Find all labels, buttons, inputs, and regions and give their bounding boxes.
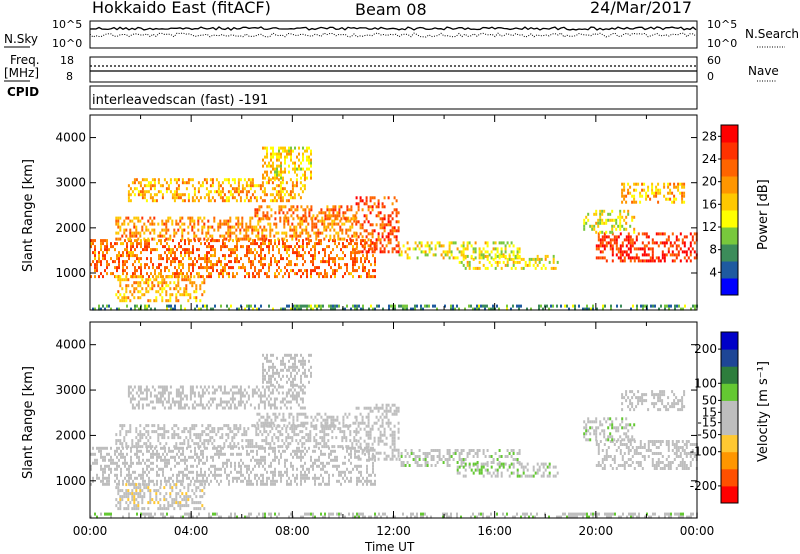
cpid-text: interleavedscan (fast) -191 bbox=[92, 93, 269, 108]
nave-tick-top: 60 bbox=[707, 54, 721, 67]
velocity-colorbar-tick-label: 100 bbox=[694, 376, 717, 390]
power-colorbar-tick-label: 4 bbox=[709, 265, 717, 279]
velocity-colorbar-tick-label: 15 bbox=[702, 405, 717, 419]
velocity-ytick-label: 4000 bbox=[55, 338, 86, 352]
power-colorbar-segment bbox=[721, 261, 738, 279]
cpid-label: CPID bbox=[7, 85, 40, 99]
nsearch-tick-bottom: 10^0 bbox=[707, 37, 738, 50]
nave-label: Nave bbox=[748, 64, 779, 78]
freq-tick-bottom: 8 bbox=[66, 70, 73, 83]
power-colorbar-tick-label: 16 bbox=[702, 197, 717, 211]
x-tick-label: 00:00 bbox=[680, 524, 715, 538]
power-ytick-label: 3000 bbox=[55, 176, 86, 190]
nsky-label: N.Sky bbox=[4, 32, 39, 46]
power-ytick-label: 2000 bbox=[55, 221, 86, 235]
velocity-colorbar-segment bbox=[721, 451, 738, 470]
beam-label: Beam 08 bbox=[355, 0, 427, 19]
velocity-colorbar-tick-label: -50 bbox=[697, 428, 717, 442]
power-colorbar-segment bbox=[721, 176, 738, 194]
velocity-colorbar-frame bbox=[720, 331, 739, 504]
velocity-ytick-label: 2000 bbox=[55, 428, 86, 442]
freq-label: Freq. bbox=[10, 53, 40, 67]
freq-unit: [MHz] bbox=[4, 66, 40, 80]
power-colorbar-frame bbox=[720, 124, 739, 296]
nsky-trace bbox=[89, 26, 697, 31]
nave-tick-bottom: 0 bbox=[707, 70, 714, 83]
velocity-colorbar-segment bbox=[721, 383, 738, 401]
velocity-colorbar-tick-label: 50 bbox=[702, 393, 717, 407]
velocity-colorbar-tick-label: 200 bbox=[694, 342, 717, 356]
power-colorbar-segment bbox=[721, 193, 738, 211]
velocity-ytick-label: 1000 bbox=[55, 474, 86, 488]
power-colorbar-segment bbox=[721, 159, 738, 177]
velocity-colorbar-tick-label: -100 bbox=[690, 445, 717, 459]
power-colorbar-tick-label: 8 bbox=[709, 243, 717, 257]
velocity-ytick-label: 3000 bbox=[55, 383, 86, 397]
power-colorbar-segment bbox=[721, 244, 738, 262]
velocity-panel-frame bbox=[89, 321, 698, 519]
power-colorbar-segment bbox=[721, 227, 738, 245]
power-ytick-label: 4000 bbox=[55, 131, 86, 145]
velocity-colorbar-segment bbox=[721, 434, 738, 453]
x-tick-label: 08:00 bbox=[275, 524, 310, 538]
velocity-colorbar-segment bbox=[721, 349, 738, 367]
velocity-colorbar-tick-label: -15 bbox=[697, 416, 717, 430]
radar-title: Hokkaido East (fitACF) bbox=[92, 0, 271, 17]
x-tick-label: 04:00 bbox=[174, 524, 209, 538]
x-tick-label: 12:00 bbox=[376, 524, 411, 538]
x-axis-label: Time UT bbox=[365, 540, 415, 554]
nsearch-tick-top: 10^5 bbox=[707, 18, 738, 31]
power-colorbar-segment bbox=[721, 278, 738, 296]
velocity-colorbar-segment bbox=[721, 468, 738, 487]
power-ytick-label: 1000 bbox=[55, 266, 86, 280]
x-tick-label: 20:00 bbox=[579, 524, 614, 538]
power-echo-cells bbox=[90, 146, 698, 311]
freq-panel bbox=[89, 56, 698, 83]
power-colorbar-segment bbox=[721, 142, 738, 160]
power-colorbar-tick-label: 28 bbox=[702, 129, 717, 143]
velocity-colorbar-segment bbox=[721, 485, 738, 504]
velocity-colorbar-tick-label: -200 bbox=[690, 479, 717, 493]
velocity-colorbar-segment bbox=[721, 400, 738, 418]
velocity-colorbar-segment bbox=[721, 366, 738, 384]
power-colorbar-tick-label: 12 bbox=[702, 220, 717, 234]
velocity-echo-cells bbox=[90, 353, 698, 519]
velocity-colorbar-segment bbox=[721, 417, 738, 436]
power-colorbar-tick-label: 20 bbox=[702, 175, 717, 189]
date-label: 24/Mar/2017 bbox=[590, 0, 693, 17]
x-tick-label: 00:00 bbox=[73, 524, 108, 538]
power-colorbar-segment bbox=[721, 125, 738, 143]
cpid-panel bbox=[89, 85, 698, 110]
velocity-colorbar-segment bbox=[721, 332, 738, 350]
nsearch-label: N.Search bbox=[745, 27, 800, 41]
power-colorbar-segment bbox=[721, 210, 738, 228]
freq-tick-top: 18 bbox=[60, 54, 74, 67]
x-tick-label: 16:00 bbox=[477, 524, 512, 538]
nsearch-trace bbox=[89, 32, 697, 38]
nsky-tick-bottom: 10^0 bbox=[52, 37, 83, 50]
power-colorbar-tick-label: 24 bbox=[702, 152, 717, 166]
nsky-tick-top: 10^5 bbox=[52, 18, 83, 31]
